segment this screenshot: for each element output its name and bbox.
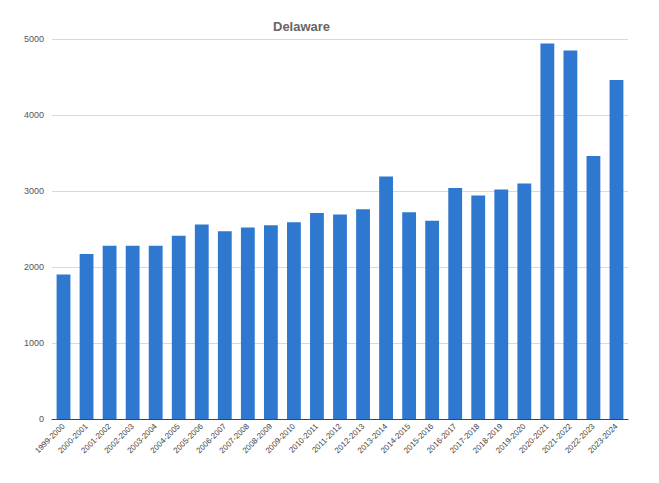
- svg-text:2012-2013: 2012-2013: [332, 421, 367, 456]
- svg-text:2010-2011: 2010-2011: [287, 421, 321, 455]
- svg-text:2017-2018: 2017-2018: [448, 421, 482, 456]
- svg-text:2000: 2000: [24, 262, 44, 272]
- svg-text:2011-2012: 2011-2012: [310, 421, 344, 455]
- svg-text:2000-2001: 2000-2001: [56, 421, 90, 456]
- svg-text:2020-2021: 2020-2021: [517, 421, 551, 456]
- svg-text:5000: 5000: [24, 34, 44, 44]
- svg-text:2004-2005: 2004-2005: [148, 421, 182, 456]
- svg-text:2009-2010: 2009-2010: [263, 421, 298, 456]
- svg-text:2006-2007: 2006-2007: [194, 421, 228, 456]
- svg-text:2003-2004: 2003-2004: [125, 421, 159, 456]
- svg-text:2018-2019: 2018-2019: [471, 421, 505, 456]
- svg-text:2013-2014: 2013-2014: [355, 421, 390, 456]
- svg-text:1000: 1000: [24, 338, 44, 348]
- svg-text:3000: 3000: [24, 186, 44, 196]
- svg-text:4000: 4000: [24, 110, 44, 120]
- svg-text:2001-2002: 2001-2002: [79, 421, 113, 456]
- svg-text:2019-2020: 2019-2020: [494, 421, 528, 456]
- svg-text:2015-2016: 2015-2016: [402, 421, 436, 456]
- svg-text:1999-2000: 1999-2000: [33, 421, 67, 456]
- svg-text:2023-2024: 2023-2024: [586, 421, 620, 455]
- svg-text:2016-2017: 2016-2017: [425, 421, 459, 456]
- svg-text:2002-2003: 2002-2003: [102, 421, 136, 456]
- svg-text:Delaware: Delaware: [273, 19, 330, 34]
- svg-text:2007-2008: 2007-2008: [217, 421, 251, 456]
- svg-text:2008-2009: 2008-2009: [240, 421, 275, 456]
- svg-text:2022-2023: 2022-2023: [563, 421, 597, 456]
- svg-text:2014-2015: 2014-2015: [378, 421, 413, 456]
- svg-text:0: 0: [39, 414, 44, 424]
- svg-text:2021-2022: 2021-2022: [540, 421, 574, 456]
- svg-text:2005-2006: 2005-2006: [171, 421, 205, 456]
